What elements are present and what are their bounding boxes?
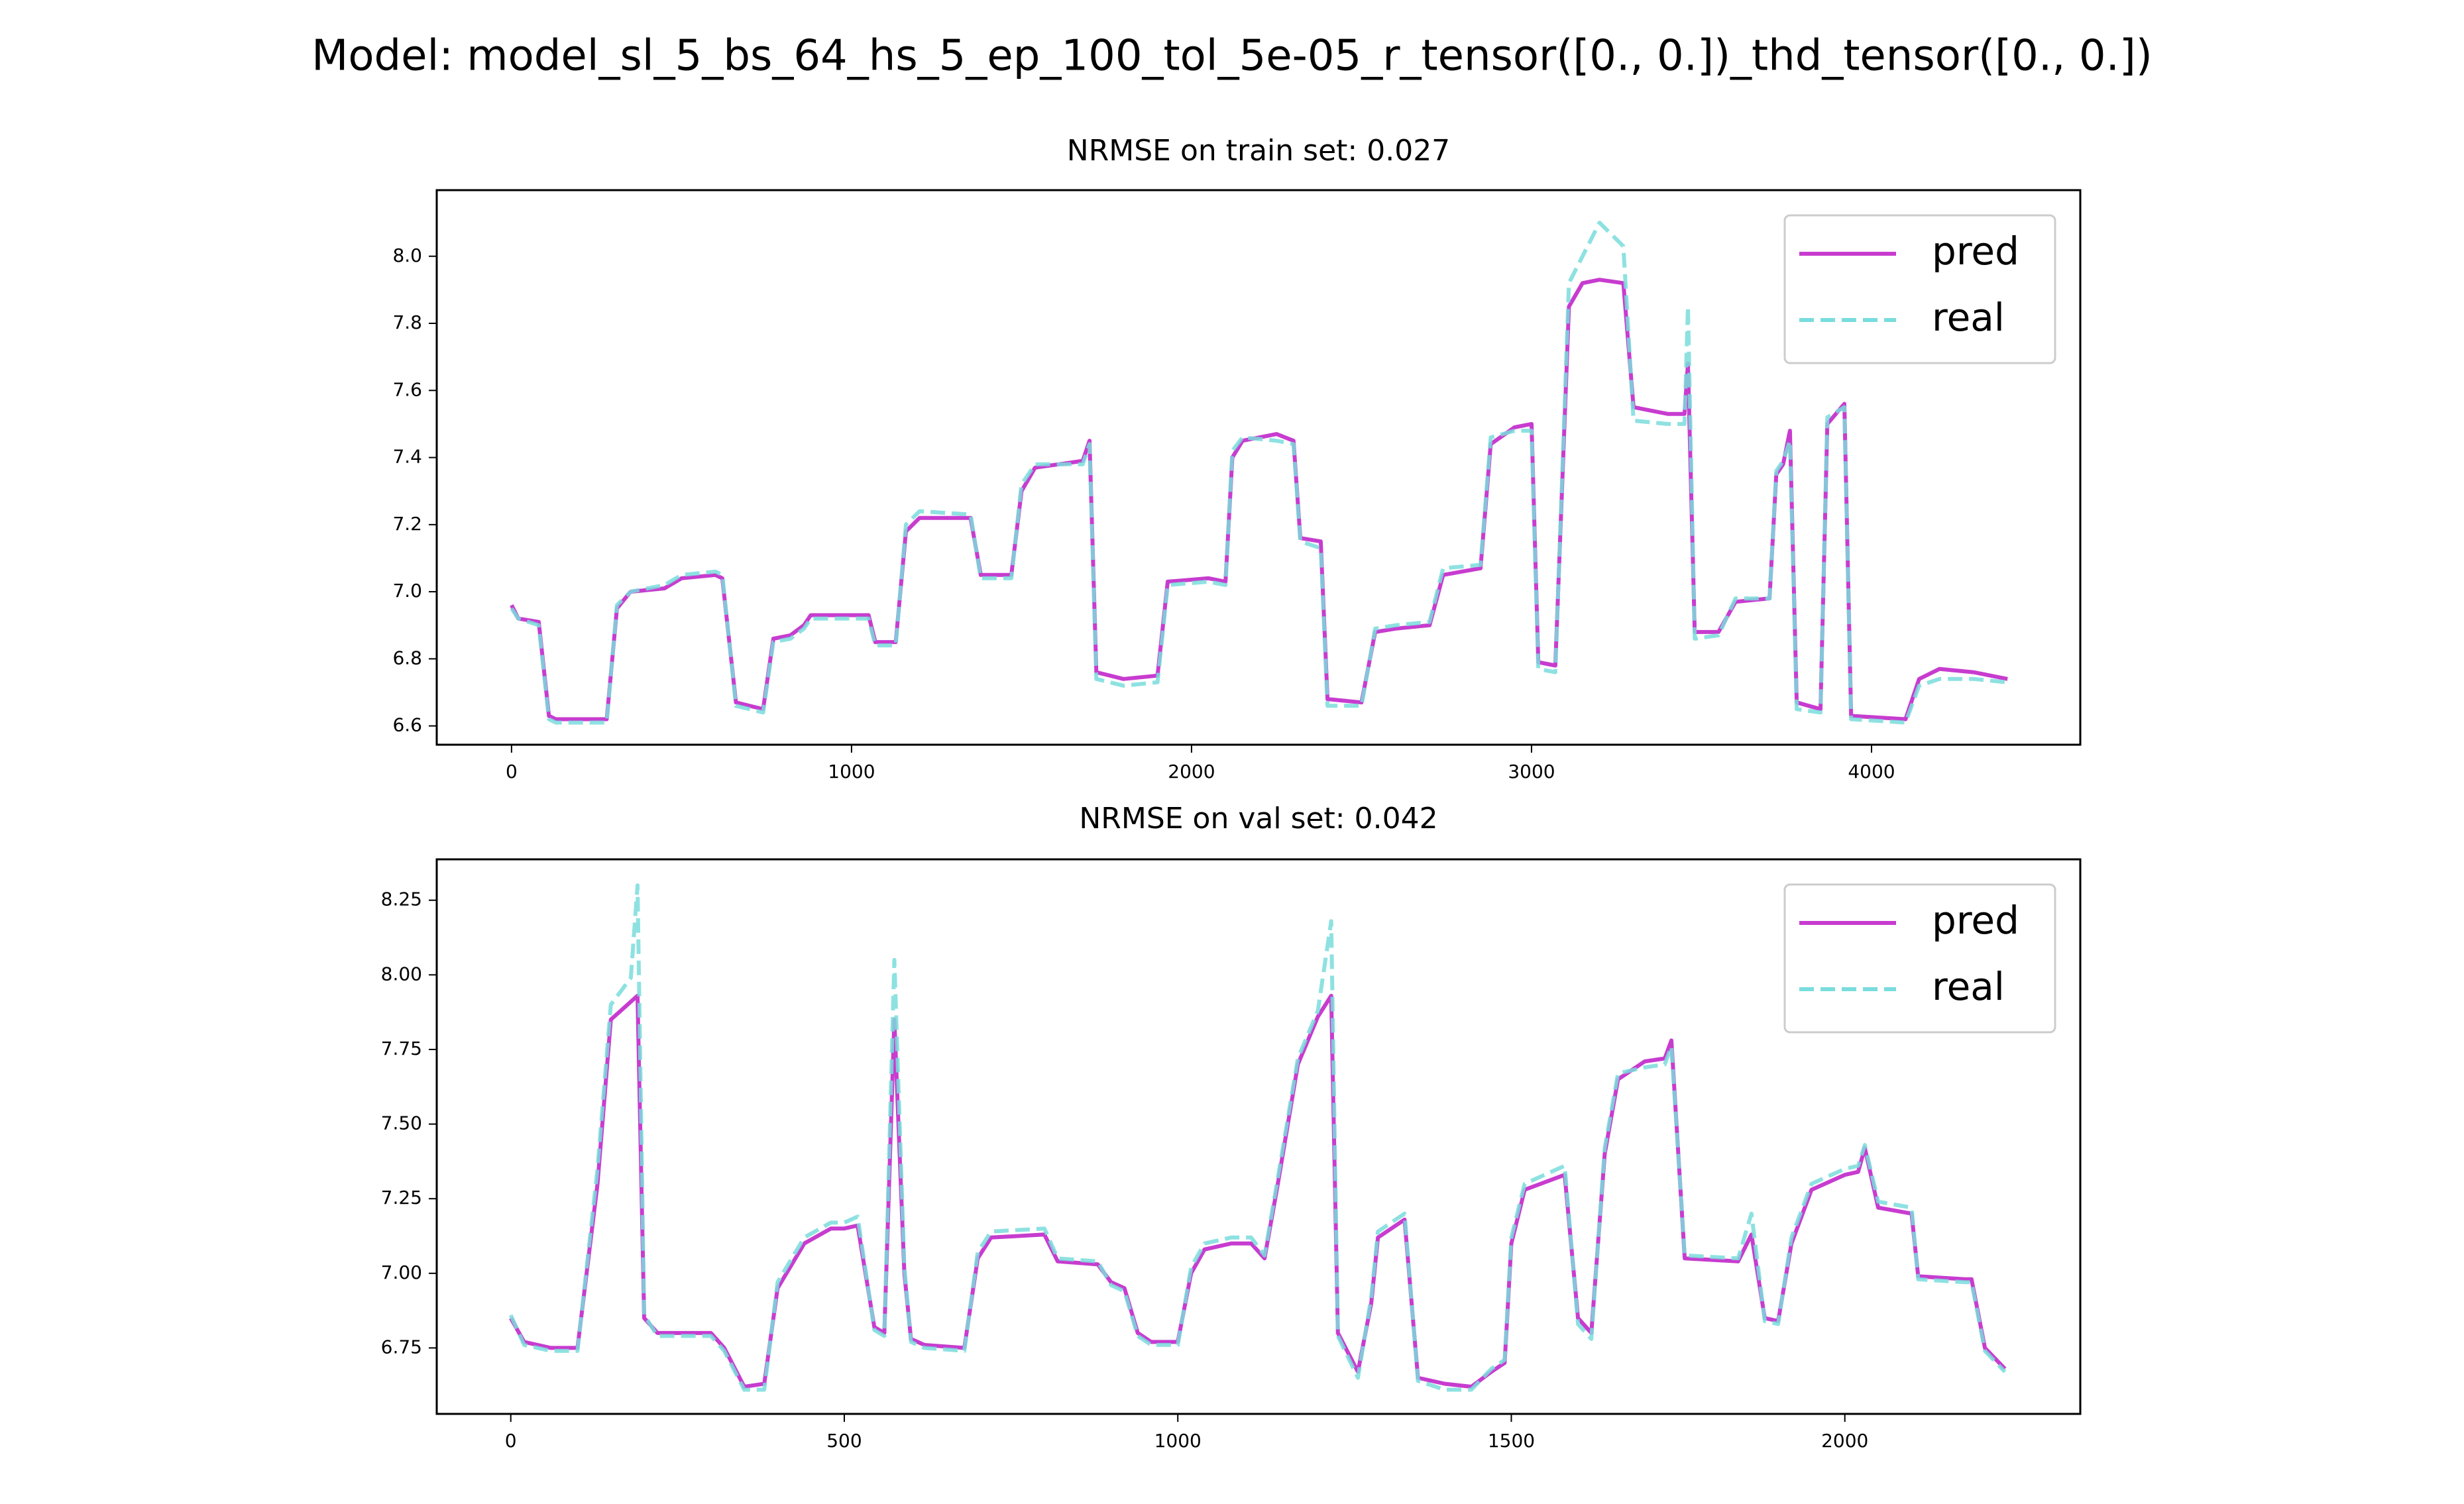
subplot-title: NRMSE on train set: 0.027 — [1067, 134, 1450, 168]
x-tick-label: 1500 — [1488, 1430, 1535, 1452]
legend-label: real — [1932, 964, 2005, 1009]
legend: pred real — [1783, 214, 2056, 364]
y-tick-label: 8.25 — [381, 888, 422, 910]
subplot: NRMSE on train set: 0.027 0 1000 2000 3000 40… — [392, 134, 2082, 782]
y-tick-label: 7.25 — [381, 1187, 422, 1209]
legend-label: pred — [1932, 898, 2019, 943]
x-tick-label: 1000 — [1154, 1430, 1202, 1452]
y-tick-label: 7.50 — [381, 1112, 422, 1134]
x-tick-label: 1000 — [828, 761, 875, 782]
axes-frame — [435, 858, 2082, 1415]
y-tick-label: 7.2 — [392, 513, 422, 535]
y-tick-label: 7.75 — [381, 1038, 422, 1059]
subplot-title: NRMSE on val set: 0.042 — [1079, 802, 1437, 835]
series-line — [510, 221, 2008, 725]
legend: pred real — [1783, 883, 2056, 1034]
y-tick-label: 6.75 — [381, 1336, 422, 1358]
series-line — [508, 883, 2007, 1392]
x-tick-label: 0 — [505, 1430, 517, 1452]
legend-label: real — [1932, 295, 2005, 340]
series-line — [510, 278, 2008, 722]
x-tick-label: 0 — [506, 761, 518, 782]
y-tick-label: 7.6 — [392, 378, 422, 400]
figure-title: Model: model_sl_5_bs_64_hs_5_ep_100_tol_… — [311, 32, 2153, 81]
y-tick-label: 8.00 — [381, 963, 422, 985]
x-tick-label: 4000 — [1848, 761, 1895, 782]
y-tick-label: 6.6 — [392, 714, 422, 736]
y-tick-label: 7.4 — [392, 446, 422, 468]
x-tick-label: 3000 — [1508, 761, 1555, 782]
y-tick-label: 8.0 — [392, 244, 422, 266]
y-tick-label: 6.8 — [392, 647, 422, 669]
x-tick-label: 2000 — [1168, 761, 1215, 782]
subplot: NRMSE on val set: 0.042 0 500 1000 1500 2000 6… — [381, 802, 2082, 1452]
y-tick-label: 7.0 — [392, 580, 422, 602]
axes-frame — [435, 189, 2082, 746]
y-tick-label: 7.00 — [381, 1262, 422, 1283]
y-tick-label: 7.8 — [392, 311, 422, 333]
series-line — [509, 993, 2007, 1389]
x-tick-label: 500 — [826, 1430, 862, 1452]
x-tick-label: 2000 — [1821, 1430, 1868, 1452]
legend-label: pred — [1932, 229, 2019, 274]
